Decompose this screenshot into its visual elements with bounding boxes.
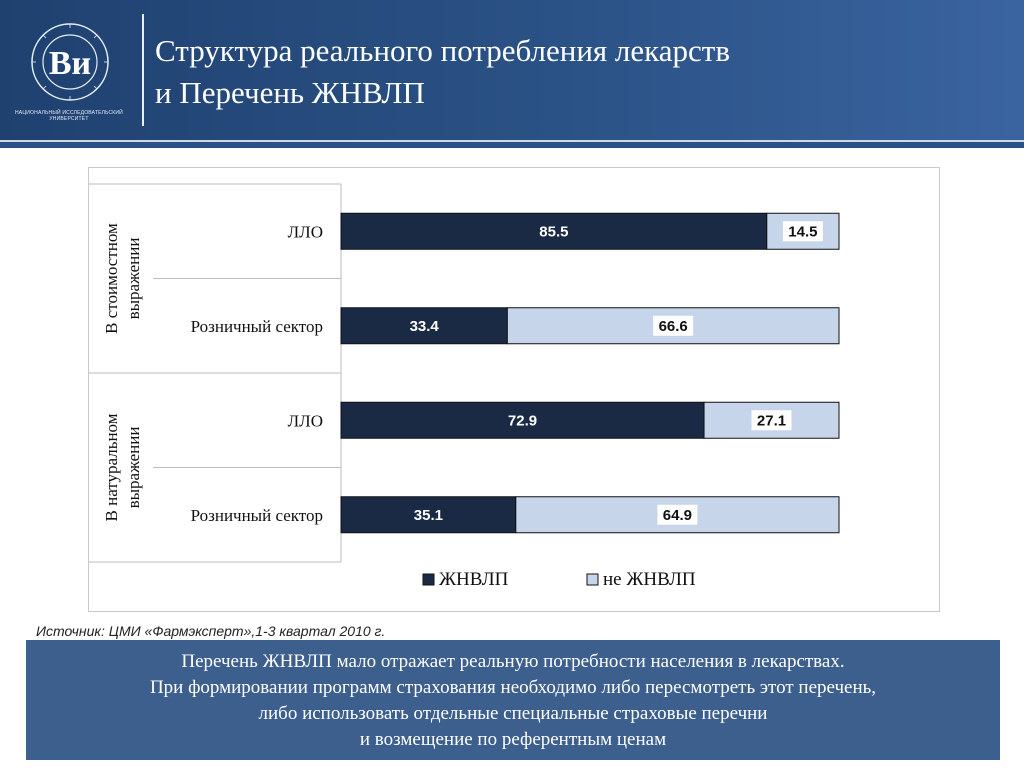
data-label-not-zhnvlp: 14.5	[788, 223, 817, 240]
data-label-zhnvlp: 33.4	[410, 318, 440, 335]
group-label: В стоимостном выражении	[102, 223, 143, 334]
bar-zhnvlp	[340, 307, 508, 345]
logo-emblem: Ви	[31, 23, 109, 101]
logo-caption-line1: НАЦИОНАЛЬНЫЙ ИССЛЕДОВАТЕЛЬСКИЙ	[15, 110, 123, 116]
chart-frame: В стоимостном выражении В натуральном выраж…	[88, 167, 940, 612]
group-label: В натуральном выражении	[102, 413, 143, 521]
data-label-not-zhnvlp: 64.9	[663, 507, 692, 524]
title-line-2: и Перечень ЖНВЛП	[155, 75, 425, 110]
conclusion-line: и возмещение по референтным ценам	[359, 729, 667, 750]
conclusion-box: Перечень ЖНВЛП мало отражает реальную по…	[26, 640, 1000, 760]
data-label-box	[653, 315, 694, 336]
stacked-bar-chart: В стоимостном выражении В натуральном выраж…	[89, 183, 840, 590]
conclusion-line: Перечень ЖНВЛП мало отражает реальную по…	[181, 651, 845, 672]
data-label-box	[657, 504, 698, 525]
header-stripe	[0, 140, 1024, 148]
legend-label-not-zhnvlp: не ЖНВЛП	[603, 569, 696, 590]
data-label-zhnvlp: 85.5	[539, 223, 568, 240]
bar-zhnvlp	[340, 401, 705, 439]
svg-text:Ви: Ви	[49, 45, 91, 82]
header-divider	[142, 14, 144, 126]
data-label-zhnvlp: 72.9	[508, 412, 537, 429]
legend-swatch-zhnvlp	[422, 573, 435, 586]
data-label-box	[751, 410, 792, 431]
title-line-1: Структура реального потребления лекарств	[155, 33, 730, 68]
legend-swatch-not-zhnvlp	[586, 573, 599, 586]
category-label: ЛЛО	[288, 222, 323, 241]
category-label: ЛЛО	[288, 411, 323, 430]
category-label: Розничный сектор	[191, 317, 323, 336]
source-note: Источник: ЦМИ «Фармэксперт»,1-3 квартал …	[36, 623, 386, 639]
conclusion-line: либо использовать отдельные специальные …	[258, 703, 768, 724]
university-logo: Ви НАЦИОНАЛЬНЫЙ ИССЛЕДОВАТЕЛЬСКИЙ УНИВЕР…	[14, 14, 124, 126]
logo-caption-line2: УНИВЕРСИТЕТ	[49, 116, 89, 122]
data-label-zhnvlp: 35.1	[414, 507, 443, 524]
logo-caption: НАЦИОНАЛЬНЫЙ ИССЛЕДОВАТЕЛЬСКИЙ УНИВЕРСИТ…	[14, 110, 124, 122]
page-title: Структура реального потребления лекарств…	[155, 30, 1005, 114]
data-label-not-zhnvlp: 27.1	[757, 412, 786, 429]
bar-zhnvlp	[340, 212, 768, 250]
data-label-box	[782, 221, 823, 242]
legend-label-zhnvlp: ЖНВЛП	[439, 569, 509, 590]
data-label-not-zhnvlp: 66.6	[659, 318, 688, 335]
header-bar: Ви НАЦИОНАЛЬНЫЙ ИССЛЕДОВАТЕЛЬСКИЙ УНИВЕР…	[0, 0, 1024, 140]
conclusion-line: При формировании программ страхования не…	[149, 677, 877, 698]
category-label: Розничный сектор	[191, 506, 323, 525]
